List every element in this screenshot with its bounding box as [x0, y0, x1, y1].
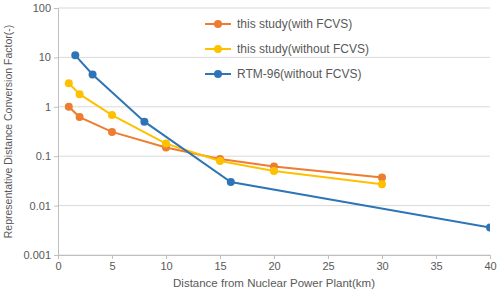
tick-mark: [54, 107, 58, 108]
tick-label: 0: [55, 260, 61, 272]
tick-mark: [112, 255, 113, 259]
series-line: [69, 83, 382, 184]
tick-label: 10: [160, 260, 172, 272]
tick-label: 25: [322, 260, 334, 272]
marker: [140, 118, 148, 126]
y-axis: 0.001 0.01 0.1 1 10 100: [23, 2, 58, 261]
tick-mark: [54, 206, 58, 207]
marker: [65, 103, 73, 111]
grid-line: [58, 106, 490, 107]
tick-label: 30: [376, 260, 388, 272]
x-axis-title: Distance from Nuclear Power Plant(km): [173, 277, 375, 289]
tick-mark: [54, 255, 58, 256]
tick-label: 0.1: [36, 150, 51, 162]
tick-mark: [54, 57, 58, 58]
tick-mark: [490, 255, 491, 259]
marker: [108, 111, 116, 119]
legend-label: this study(with FCVS): [237, 17, 352, 31]
tick-mark: [382, 255, 383, 259]
series-group: [65, 51, 490, 231]
tick-label: 40: [484, 260, 496, 272]
tick: 20: [268, 255, 280, 272]
legend-label: this study(without FCVS): [237, 42, 369, 56]
tick-label: 20: [268, 260, 280, 272]
marker: [108, 128, 116, 136]
legend-item: RTM-96(without FCVS): [205, 67, 361, 81]
axis-line: [59, 256, 491, 260]
tick: 0.01: [30, 200, 58, 212]
grid-line: [58, 57, 490, 58]
tick: 1: [45, 101, 58, 113]
x-axis: 0 5 10 15 20 25 30 35 40: [55, 255, 496, 272]
tick-label: 100: [33, 2, 51, 14]
tick-label: 0.01: [30, 200, 51, 212]
legend-item: this study(without FCVS): [205, 42, 369, 56]
legend: this study(with FCVS) this study(without …: [205, 17, 369, 81]
grid-line: [58, 8, 490, 9]
tick: 0.001: [23, 249, 58, 261]
marker: [378, 180, 386, 188]
tick: 5: [109, 255, 115, 272]
tick-mark: [220, 255, 221, 259]
tick: 35: [430, 255, 442, 272]
legend-label: RTM-96(without FCVS): [237, 67, 361, 81]
tick: 30: [376, 255, 388, 272]
tick: 0.1: [36, 150, 58, 162]
tick-mark: [328, 255, 329, 259]
tick-mark: [54, 8, 58, 9]
marker: [71, 51, 79, 59]
tick: 100: [33, 2, 58, 14]
tick-label: 5: [109, 260, 115, 272]
series-line: [75, 55, 490, 227]
plot-area: 0 5 10 15 20 25 30 35 40 0.001 0.01 0.1 1 10 100 this s…: [23, 2, 496, 272]
marker: [216, 157, 224, 165]
legend-item: this study(with FCVS): [205, 17, 352, 31]
legend-marker: [214, 45, 222, 53]
tick: 10: [39, 51, 58, 63]
marker: [76, 90, 84, 98]
marker: [76, 113, 84, 121]
y-axis-title: Representative Distance Conversion Facto…: [2, 25, 14, 239]
marker: [486, 224, 490, 232]
legend-marker: [214, 20, 222, 28]
tick: 0: [55, 255, 61, 272]
tick: 40: [484, 255, 496, 272]
tick-mark: [166, 255, 167, 259]
marker: [227, 178, 235, 186]
tick-mark: [274, 255, 275, 259]
marker: [162, 140, 170, 148]
legend-marker: [214, 70, 222, 78]
marker: [270, 167, 278, 175]
tick: 15: [214, 255, 226, 272]
tick-mark: [54, 156, 58, 157]
tick-label: 10: [39, 51, 51, 63]
tick-label: 35: [430, 260, 442, 272]
tick: 10: [160, 255, 172, 272]
grid-line: [58, 205, 490, 206]
tick: 25: [322, 255, 334, 272]
tick-mark: [436, 255, 437, 259]
axis-line: [54, 9, 59, 256]
marker: [89, 71, 97, 79]
tick-label: 15: [214, 260, 226, 272]
tick-label: 1: [45, 101, 51, 113]
marker: [65, 79, 73, 87]
grid-line: [58, 156, 490, 157]
tick-label: 0.001: [23, 249, 51, 261]
grid: [58, 8, 490, 255]
chart: 0 5 10 15 20 25 30 35 40 0.001 0.01 0.1 1 10 100 this s…: [0, 0, 500, 291]
